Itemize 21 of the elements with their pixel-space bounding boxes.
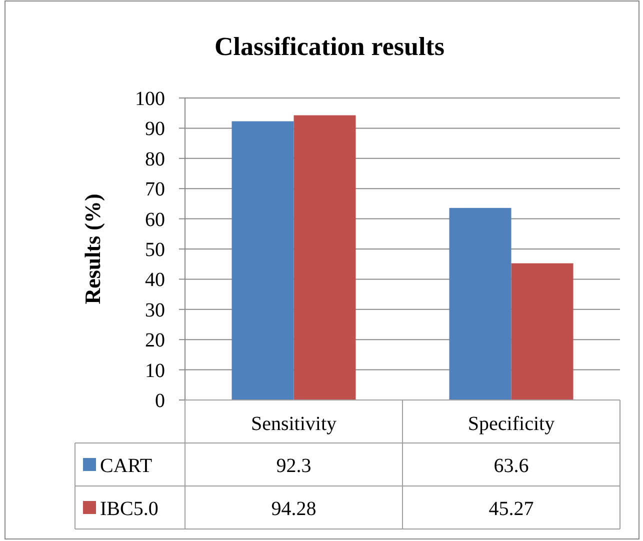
y-tick-label: 60 [145,208,165,231]
y-tick-label: 0 [155,390,165,412]
x-tick-label: Specificity [468,413,555,435]
data-label: 45.27 [488,498,534,520]
legend-label: CART [100,455,152,477]
y-axis-title: Results (%) [80,194,105,304]
data-label: 92.3 [276,455,312,477]
y-tick-label: 20 [145,330,165,352]
y-tick-label: 90 [145,118,165,140]
y-tick-label: 40 [145,269,165,292]
y-tick-label: 70 [145,178,165,201]
x-tick-label: Sensitivity [250,413,337,435]
legend-label: IBC5.0 [100,498,158,520]
data-label: 63.6 [494,455,529,477]
y-tick-label: 30 [145,299,165,322]
y-tick-label: 100 [135,88,165,110]
y-tick-label: 10 [145,360,165,382]
chart-title: Classification results [214,32,444,61]
y-tick-label: 50 [145,239,165,261]
data-label: 94.28 [271,498,316,520]
y-tick-label: 80 [145,148,165,170]
